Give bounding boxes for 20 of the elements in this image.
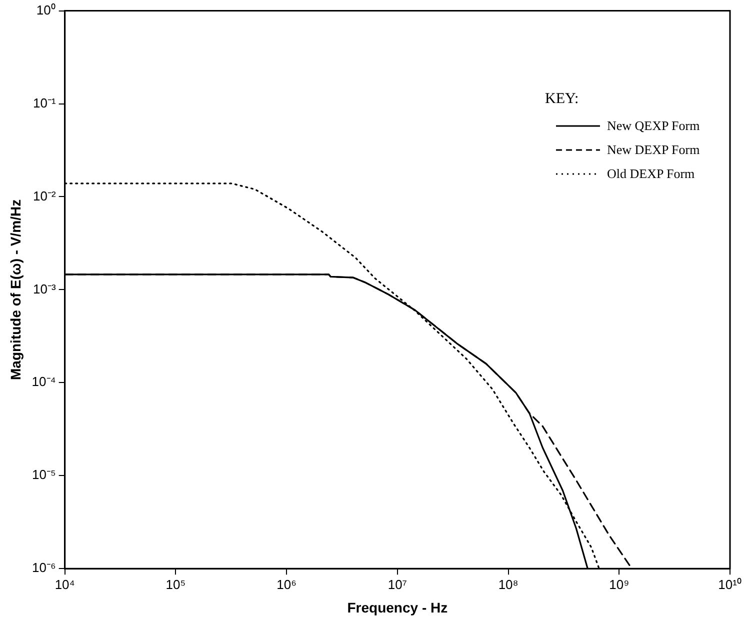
x-tick-label: 10⁶ (276, 576, 296, 592)
x-tick-label: 10⁹ (609, 576, 630, 592)
y-tick-label: 10⁻² (33, 188, 57, 204)
x-tick-label: 10⁷ (388, 576, 408, 592)
legend-label: New DEXP Form (607, 142, 700, 158)
x-tick-label: 10⁸ (498, 576, 518, 592)
y-axis-title: Magnitude of E(ω) - V/m/Hz (7, 199, 24, 380)
y-tick-label: 10⁰ (36, 2, 56, 18)
x-tick-label: 10¹⁰ (718, 576, 742, 592)
legend-title: KEY: (545, 90, 580, 108)
y-tick-label: 10⁻⁴ (32, 374, 56, 390)
x-axis-title: Frequency - Hz (347, 599, 448, 616)
x-tick-label: 10⁴ (54, 576, 75, 592)
y-tick-label: 10⁻³ (33, 281, 57, 296)
legend-label: New QEXP Form (607, 118, 700, 134)
y-tick-label: 10⁻⁶ (32, 560, 56, 576)
legend-label: Old DEXP Form (607, 166, 695, 182)
y-tick-label: 10⁻⁵ (32, 467, 56, 482)
y-tick-label: 10⁻¹ (33, 95, 57, 110)
x-tick-label: 10⁵ (166, 576, 186, 592)
